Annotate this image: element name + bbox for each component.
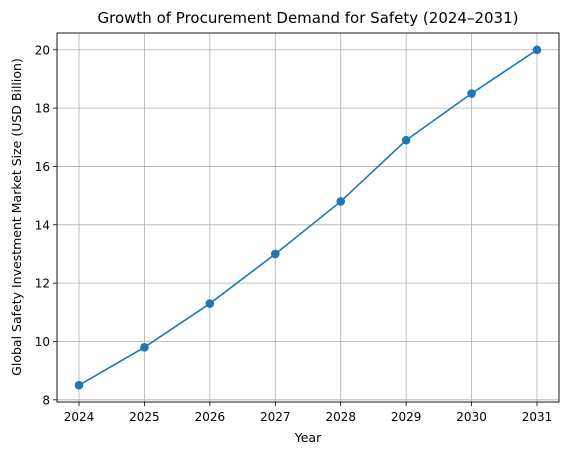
x-tick-label: 2030: [456, 410, 487, 424]
plot-frame: [56, 32, 560, 403]
series-line: [78, 49, 538, 386]
x-tick-label: 2027: [260, 410, 291, 424]
y-axis-label: Global Safety Investment Market Size (US…: [9, 58, 24, 376]
x-tick-label: 2031: [522, 410, 553, 424]
x-axis-label: Year: [294, 430, 322, 445]
x-tick-label: 2025: [129, 410, 160, 424]
y-tick-label: 14: [35, 218, 50, 232]
data-point: [336, 197, 346, 206]
y-tick-label: 16: [35, 160, 50, 174]
grid-lines: [57, 33, 559, 402]
y-tick-label: 8: [42, 393, 50, 407]
data-point: [140, 343, 149, 352]
y-tick-label: 10: [35, 335, 50, 349]
data-point: [74, 380, 84, 390]
y-tick-label: 12: [35, 277, 50, 291]
y-tick-label: 20: [35, 43, 50, 57]
data-point: [532, 45, 542, 55]
data-point: [270, 249, 280, 259]
x-tick-label: 2024: [64, 410, 95, 424]
x-tick-label: 2028: [325, 410, 356, 424]
data-point: [205, 299, 215, 308]
data-series: [74, 45, 542, 390]
y-tick-label: 18: [35, 102, 50, 116]
data-point: [467, 89, 476, 98]
x-tick-label: 2029: [391, 410, 422, 424]
data-point: [401, 135, 411, 145]
chart-title: Growth of Procurement Demand for Safety …: [98, 9, 519, 27]
axis-ticks: 2024 2025 2026 2027 2028 2029 2030 2031 8 10 12 14 1…: [35, 43, 553, 424]
x-tick-label: 2026: [195, 410, 226, 424]
